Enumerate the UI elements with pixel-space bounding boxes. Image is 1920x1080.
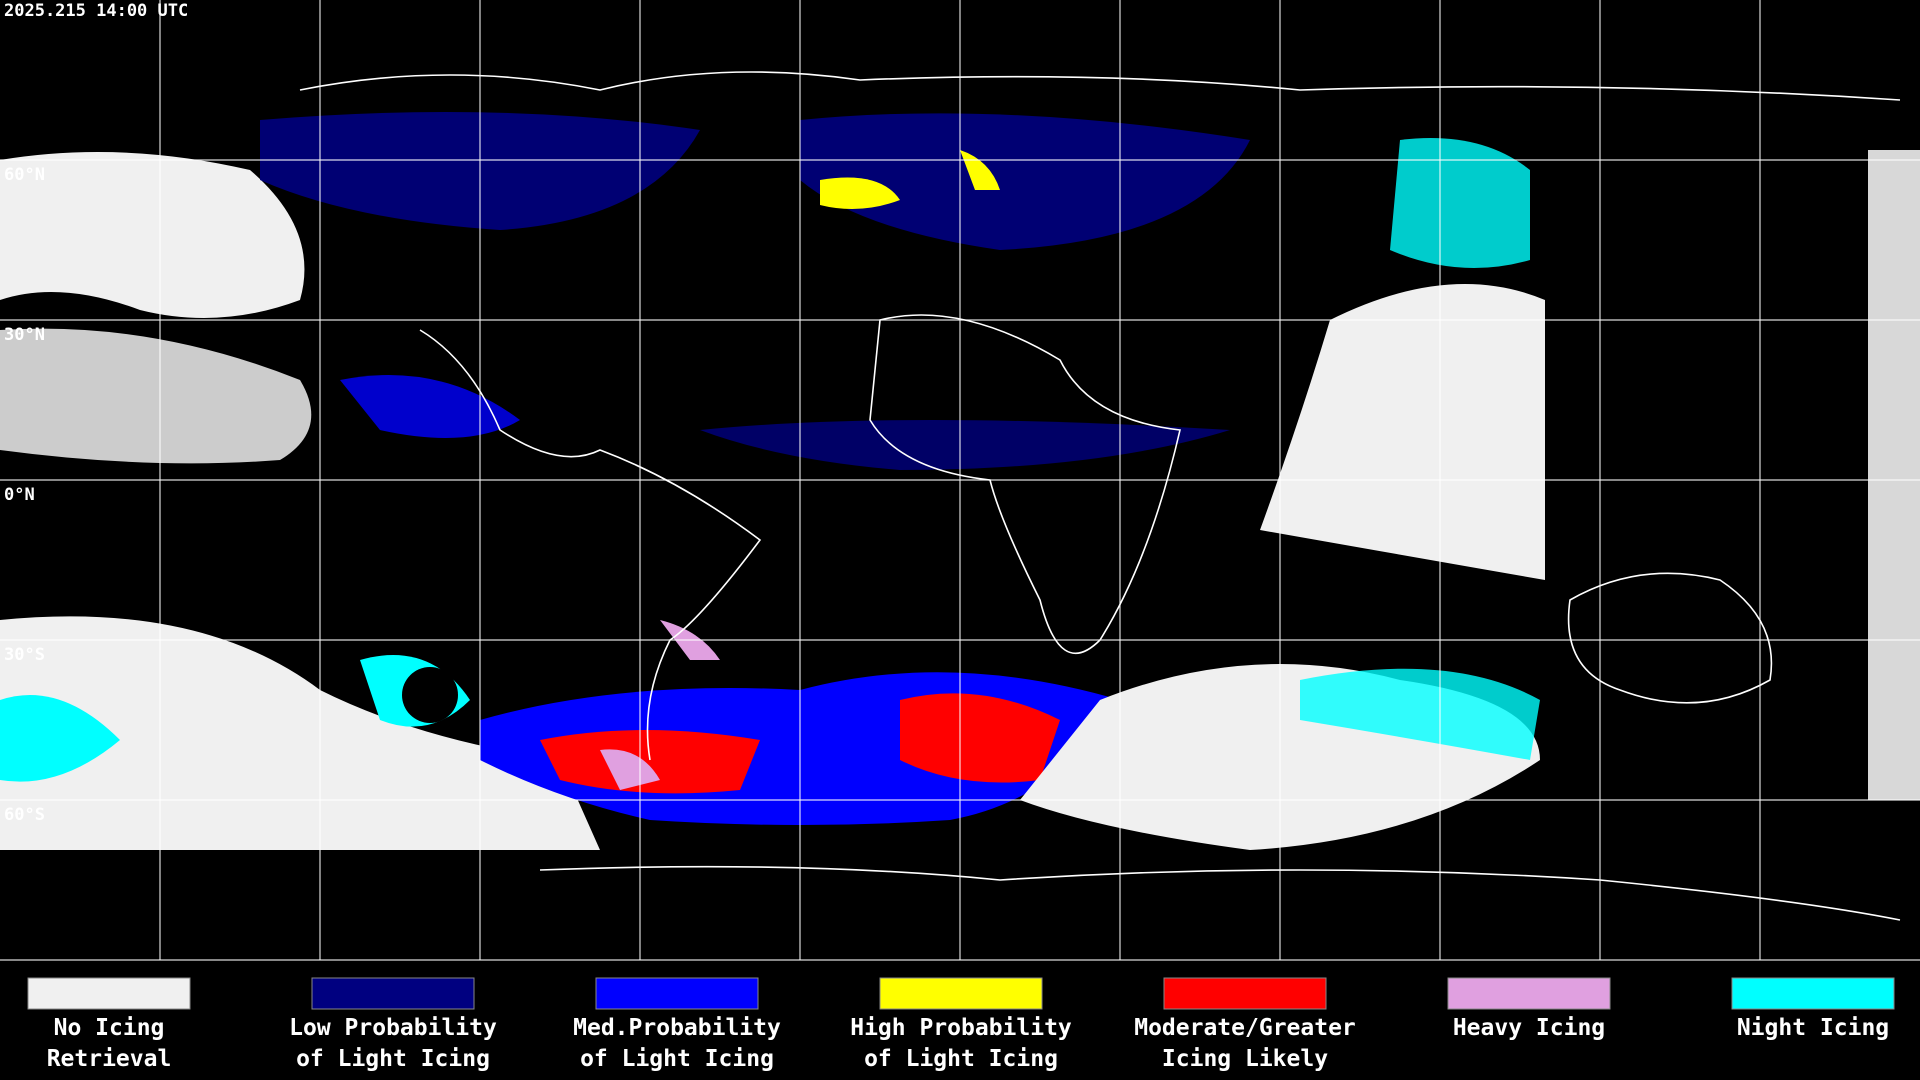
coastline (1567, 572, 1773, 704)
legend-swatch (311, 977, 475, 1010)
legend-label: Moderate/Greater (1134, 1015, 1356, 1041)
legend-label: No Icing (54, 1015, 165, 1041)
latitude-label: 30°N (4, 325, 45, 345)
timestamp: 2025.215 14:00 UTC (4, 1, 188, 21)
legend-swatch (1163, 977, 1327, 1010)
night-icing-area (1300, 668, 1540, 760)
legend-label: Heavy Icing (1453, 1015, 1605, 1041)
legend: No Icing Retrieval Low Probability of Light… (27, 977, 1895, 1072)
cloud-area (0, 616, 600, 850)
legend-label: of Light Icing (864, 1046, 1058, 1072)
legend-label: Med.Probability (573, 1015, 781, 1041)
cloud-area (0, 152, 305, 318)
legend-swatch (1447, 977, 1611, 1010)
legend-swatch (1731, 977, 1895, 1010)
icing-area (340, 375, 520, 438)
cloud-area (1868, 150, 1920, 800)
icing-area (700, 420, 1230, 470)
night-icing-area (0, 695, 120, 782)
coastline (299, 71, 1901, 101)
legend-label: Night Icing (1737, 1015, 1889, 1041)
coastline (539, 865, 1901, 921)
cloud-area (1260, 284, 1545, 580)
icing-area (540, 730, 760, 794)
latitude-label: 30°S (4, 645, 45, 665)
latitude-label: 60°S (4, 805, 45, 825)
storm-eye (402, 667, 458, 723)
coastline (419, 329, 762, 761)
icing-area (600, 749, 660, 790)
legend-swatch (595, 977, 759, 1010)
legend-label: Low Probability (289, 1015, 497, 1041)
latitude-label: 60°N (4, 165, 45, 185)
legend-label: of Light Icing (580, 1046, 774, 1072)
legend-label: Retrieval (47, 1046, 172, 1072)
legend-swatch (879, 977, 1043, 1010)
latitude-labels: 60°N 30°N 0°N 30°S 60°S (4, 165, 45, 825)
legend-label: High Probability (850, 1015, 1072, 1041)
latitude-label: 0°N (4, 485, 35, 505)
icing-area (820, 177, 900, 209)
icing-area (900, 693, 1060, 783)
legend-swatch (27, 977, 191, 1010)
legend-label: of Light Icing (296, 1046, 490, 1072)
night-icing-area (1390, 138, 1530, 268)
legend-label: Icing Likely (1162, 1046, 1328, 1072)
icing-area (800, 113, 1250, 250)
cloud-area (0, 328, 312, 464)
graticule (0, 0, 1920, 961)
